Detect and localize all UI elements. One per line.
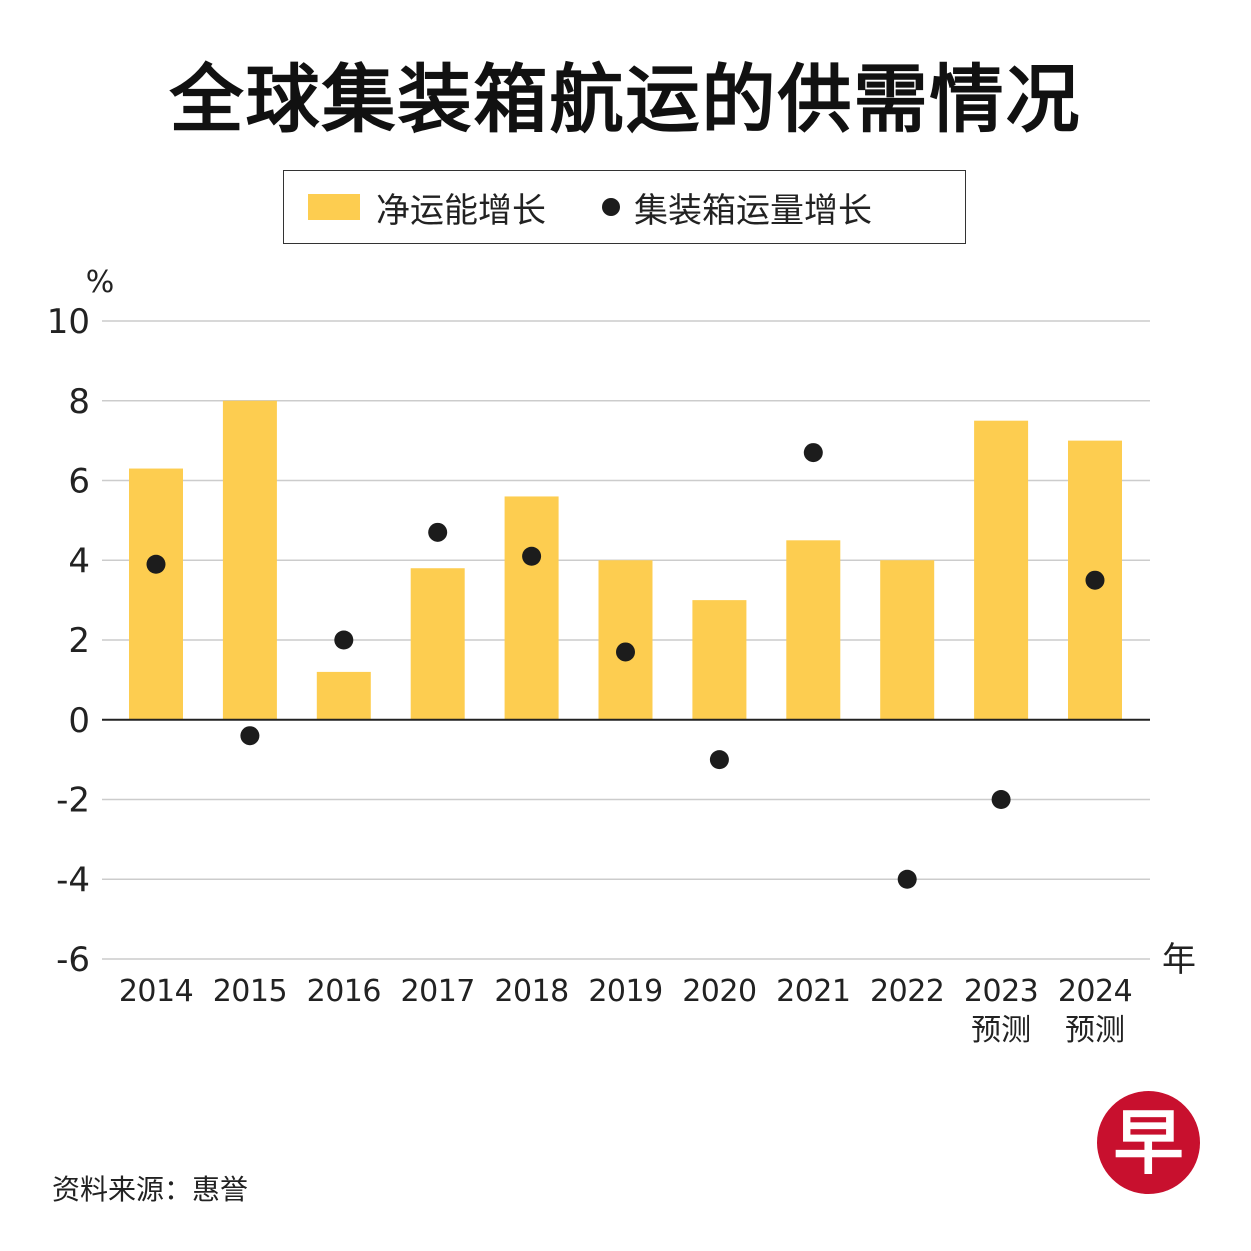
y-tick-label: 0 <box>68 701 90 741</box>
x-tick-label: 2015 <box>213 974 287 1009</box>
x-tick-label: 2023 <box>964 974 1038 1009</box>
x-tick-label: 2021 <box>776 974 850 1009</box>
x-tick-label: 2024 <box>1058 974 1132 1009</box>
bar-2022 <box>880 560 935 720</box>
y-tick-label: -6 <box>56 940 90 980</box>
x-tick-note: 预测 <box>1065 1013 1125 1048</box>
y-tick-label: 8 <box>68 382 90 422</box>
x-tick-label: 2016 <box>307 974 381 1009</box>
legend-bar-label: 净运能增长 <box>376 190 546 231</box>
dot-2023 <box>991 790 1011 809</box>
bar-2017 <box>410 568 465 720</box>
bar-2020 <box>692 600 747 720</box>
bar-2015 <box>222 400 277 720</box>
x-tick-note: 预测 <box>971 1013 1031 1048</box>
dot-2014 <box>146 554 166 574</box>
y-tick-label: 4 <box>68 541 90 581</box>
bar-2014 <box>129 468 183 720</box>
x-tick-label: 2017 <box>401 974 475 1009</box>
y-tick-label: 10 <box>47 302 90 342</box>
y-tick-label: 6 <box>68 462 90 502</box>
y-tick-label: 2 <box>68 621 90 661</box>
legend-dot-label: 集装箱运量增长 <box>634 190 872 231</box>
x-tick-label: 2018 <box>494 974 568 1009</box>
y-axis-unit: % <box>86 265 115 300</box>
x-tick-label: 2022 <box>870 974 944 1009</box>
chart-title: 全球集装箱航运的供需情况 <box>169 57 1082 143</box>
bar-2023 <box>974 420 1029 720</box>
legend-item-dots: 集装箱运量增长 <box>602 183 872 232</box>
dot-2016 <box>334 630 354 650</box>
dot-2024 <box>1085 570 1105 590</box>
x-tick-label: 2019 <box>588 974 662 1009</box>
dot-2015 <box>240 726 260 746</box>
x-tick-label: 2020 <box>682 974 756 1009</box>
legend-dot-marker <box>602 198 620 216</box>
dot-2020 <box>709 750 729 770</box>
source-note: 资料来源：惠誉 <box>52 1173 249 1206</box>
dot-2022 <box>897 869 917 889</box>
legend-bar-swatch <box>308 194 360 220</box>
zaobao-logo: 早 <box>1097 1091 1200 1194</box>
bar-2021 <box>786 540 841 720</box>
y-tick-label: -4 <box>56 860 90 900</box>
legend-item-bars: 净运能增长 <box>308 183 546 232</box>
x-axis-title: 年 <box>1162 940 1196 980</box>
logo-text: 早 <box>1113 1101 1184 1184</box>
bar-2018 <box>504 496 559 720</box>
legend: 净运能增长 集装箱运量增长 <box>283 170 966 244</box>
bar-2019 <box>598 560 653 720</box>
dot-2019 <box>616 642 635 662</box>
y-tick-label: -2 <box>56 781 90 821</box>
dot-2018 <box>522 546 542 566</box>
dot-2021 <box>803 443 823 463</box>
bar-2016 <box>316 671 371 720</box>
dot-2017 <box>428 522 448 542</box>
x-tick-label: 2014 <box>119 974 193 1009</box>
